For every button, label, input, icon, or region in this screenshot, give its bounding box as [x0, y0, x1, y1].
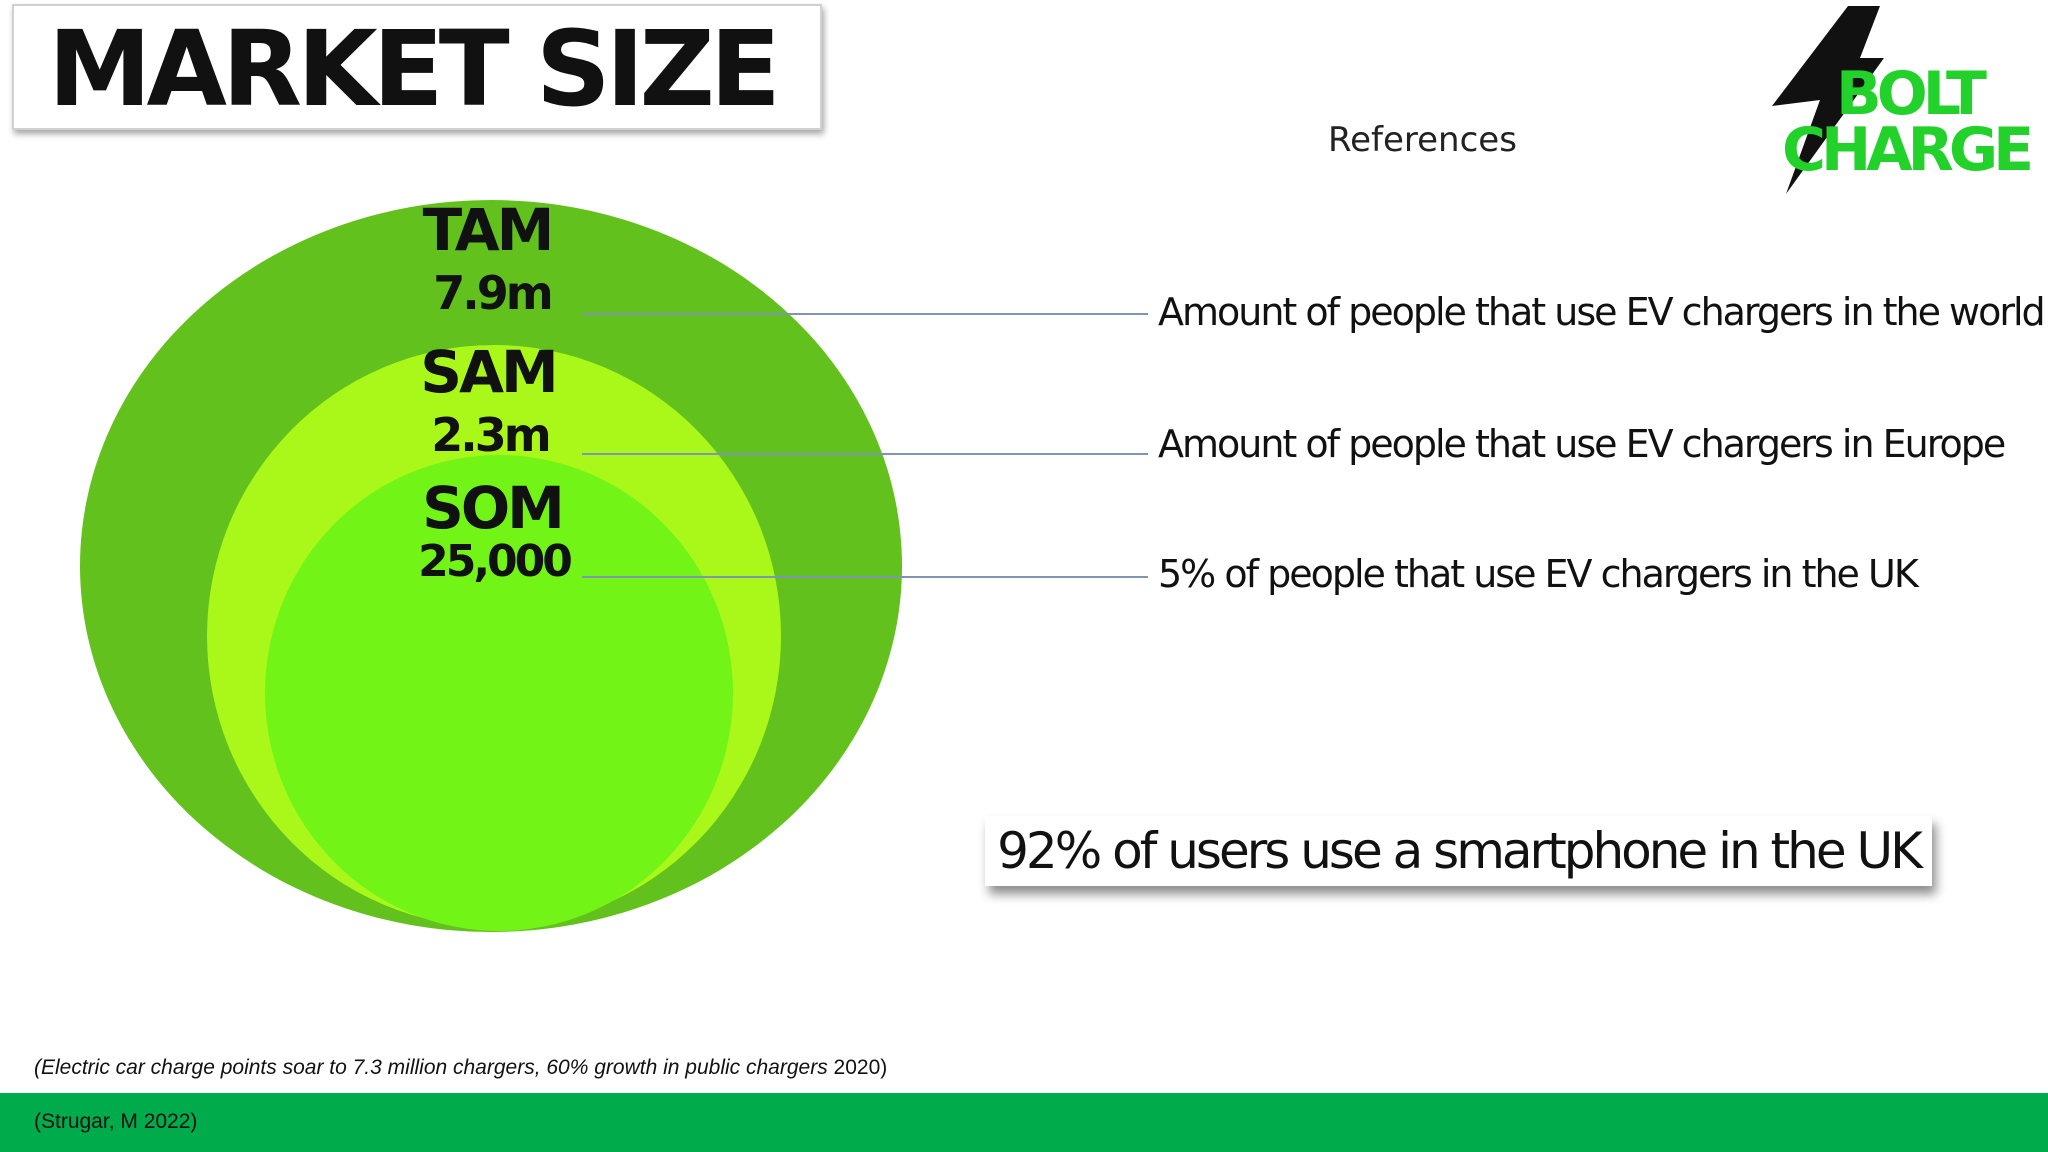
sam-label: SAM	[420, 338, 558, 406]
callout-text: 92% of users use a smartphone in the UK	[997, 822, 1923, 880]
citation: (Electric car charge points soar to 7.3 …	[34, 1056, 887, 1080]
footer-citation: (Strugar, M 2022)	[34, 1110, 198, 1133]
tam-label: TAM	[422, 196, 555, 264]
som-description: 5% of people that use EV chargers in the…	[1158, 552, 1919, 596]
citation-year: 2020)	[827, 1056, 888, 1079]
sam-description: Amount of people that use EV chargers in…	[1158, 422, 2006, 466]
logo-text-charge: CHARGE	[1782, 115, 2034, 185]
lightning-bolt-icon	[1772, 6, 1884, 194]
footer-bar	[0, 1093, 2048, 1152]
tam-value: 7.9m	[433, 266, 553, 320]
sam-value: 2.3m	[431, 408, 551, 462]
tam-description: Amount of people that use EV chargers in…	[1158, 290, 2046, 334]
som-circle	[265, 455, 733, 931]
som-label: SOM	[422, 474, 565, 542]
references-link[interactable]: References	[1328, 120, 1517, 160]
citation-italic: (Electric car charge points soar to 7.3 …	[34, 1056, 828, 1079]
logo-text-bolt: BOLT	[1836, 59, 1987, 129]
page-title: MARKET SIZE	[48, 8, 781, 130]
title-box: MARKET SIZE	[12, 4, 822, 130]
som-value: 25,000	[418, 536, 573, 587]
smartphone-callout: 92% of users use a smartphone in the UK	[985, 816, 1932, 886]
bolt-charge-logo: BOLT CHARGE	[1768, 2, 2038, 202]
